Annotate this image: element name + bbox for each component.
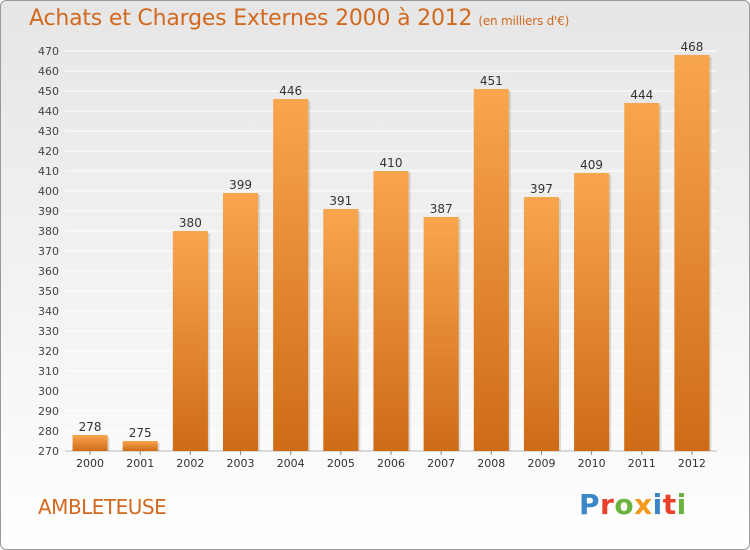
bar-2012 bbox=[674, 55, 710, 451]
y-tick-label: 460 bbox=[38, 65, 59, 78]
y-tick-label: 380 bbox=[38, 225, 59, 238]
bar-2003 bbox=[222, 193, 259, 451]
y-tick-label: 270 bbox=[38, 445, 59, 458]
commune-name: AMBLETEUSE bbox=[38, 495, 167, 519]
logo-letter: r bbox=[600, 488, 615, 521]
data-label: 468 bbox=[680, 40, 703, 54]
bar-2009 bbox=[523, 197, 560, 451]
x-tick-label: 2007 bbox=[427, 457, 455, 470]
y-tick-label: 450 bbox=[38, 85, 59, 98]
data-label: 409 bbox=[580, 158, 603, 172]
chart-title-text: Achats et Charges Externes 2000 à 2012 bbox=[29, 6, 473, 31]
y-tick-label: 470 bbox=[38, 45, 59, 58]
y-tick-label: 400 bbox=[38, 185, 59, 198]
data-labels: 278 275 380 399 446 391 410 387 451 397 409 444 468 bbox=[79, 40, 704, 440]
bar-2010 bbox=[574, 173, 610, 451]
bar-2001 bbox=[122, 441, 158, 451]
x-axis-ticks: 2000 2001 2002 2003 2004 2005 2006 2007 2008 2009… bbox=[76, 451, 706, 470]
bar-2002 bbox=[172, 231, 208, 451]
logo-letter: t bbox=[662, 488, 677, 521]
data-label: 410 bbox=[380, 156, 403, 170]
x-tick-label: 2012 bbox=[678, 457, 706, 470]
data-label: 278 bbox=[79, 420, 102, 434]
y-tick-label: 430 bbox=[38, 125, 59, 138]
x-tick-label: 2006 bbox=[377, 457, 405, 470]
y-tick-label: 370 bbox=[38, 245, 59, 258]
y-tick-label: 360 bbox=[38, 265, 59, 278]
y-tick-label: 330 bbox=[38, 325, 59, 338]
y-tick-label: 410 bbox=[38, 165, 59, 178]
x-tick-label: 2005 bbox=[327, 457, 355, 470]
y-tick-label: 290 bbox=[38, 405, 59, 418]
data-label: 275 bbox=[129, 426, 152, 440]
bars bbox=[72, 55, 712, 451]
bar-2005 bbox=[323, 209, 359, 451]
y-tick-label: 280 bbox=[38, 425, 59, 438]
y-tick-label: 340 bbox=[38, 305, 59, 318]
chart-title: Achats et Charges Externes 2000 à 2012 (e… bbox=[29, 6, 569, 31]
logo-letter: i bbox=[652, 488, 663, 521]
x-tick-label: 2000 bbox=[76, 457, 104, 470]
y-tick-label: 320 bbox=[38, 345, 59, 358]
x-tick-label: 2010 bbox=[578, 457, 606, 470]
y-tick-label: 440 bbox=[38, 105, 59, 118]
data-label: 391 bbox=[329, 194, 352, 208]
data-label: 444 bbox=[630, 88, 653, 102]
data-label: 387 bbox=[430, 202, 453, 216]
y-tick-label: 420 bbox=[38, 145, 59, 158]
bar-2007 bbox=[423, 217, 459, 451]
data-label: 399 bbox=[229, 178, 252, 192]
x-tick-label: 2001 bbox=[126, 457, 154, 470]
logo-letter: o bbox=[614, 488, 635, 521]
bar-2011 bbox=[624, 103, 660, 451]
y-axis-ticks: 270 280 290 300 310 320 330 340 350 360 370 380 390 4… bbox=[38, 45, 59, 458]
logo-letter: P bbox=[579, 488, 601, 521]
proxiti-logo: Proxiti bbox=[579, 488, 687, 521]
data-label: 397 bbox=[530, 182, 553, 196]
logo-letter: i bbox=[676, 488, 687, 521]
bar-2000 bbox=[72, 435, 108, 451]
x-tick-label: 2011 bbox=[628, 457, 656, 470]
logo-letter: x bbox=[634, 488, 653, 521]
bar-2008 bbox=[473, 89, 509, 451]
y-tick-label: 300 bbox=[38, 385, 59, 398]
data-label: 451 bbox=[480, 74, 503, 88]
chart-subtitle: (en milliers d'€) bbox=[478, 14, 570, 28]
x-tick-label: 2004 bbox=[277, 457, 305, 470]
x-tick-label: 2008 bbox=[477, 457, 505, 470]
x-tick-label: 2009 bbox=[527, 457, 555, 470]
bar-2004 bbox=[273, 99, 309, 451]
bar-2006 bbox=[373, 171, 409, 451]
x-tick-label: 2002 bbox=[176, 457, 204, 470]
y-tick-label: 310 bbox=[38, 365, 59, 378]
y-tick-label: 390 bbox=[38, 205, 59, 218]
data-label: 380 bbox=[179, 216, 202, 230]
y-tick-label: 350 bbox=[38, 285, 59, 298]
data-label: 446 bbox=[279, 84, 302, 98]
x-tick-label: 2003 bbox=[227, 457, 255, 470]
